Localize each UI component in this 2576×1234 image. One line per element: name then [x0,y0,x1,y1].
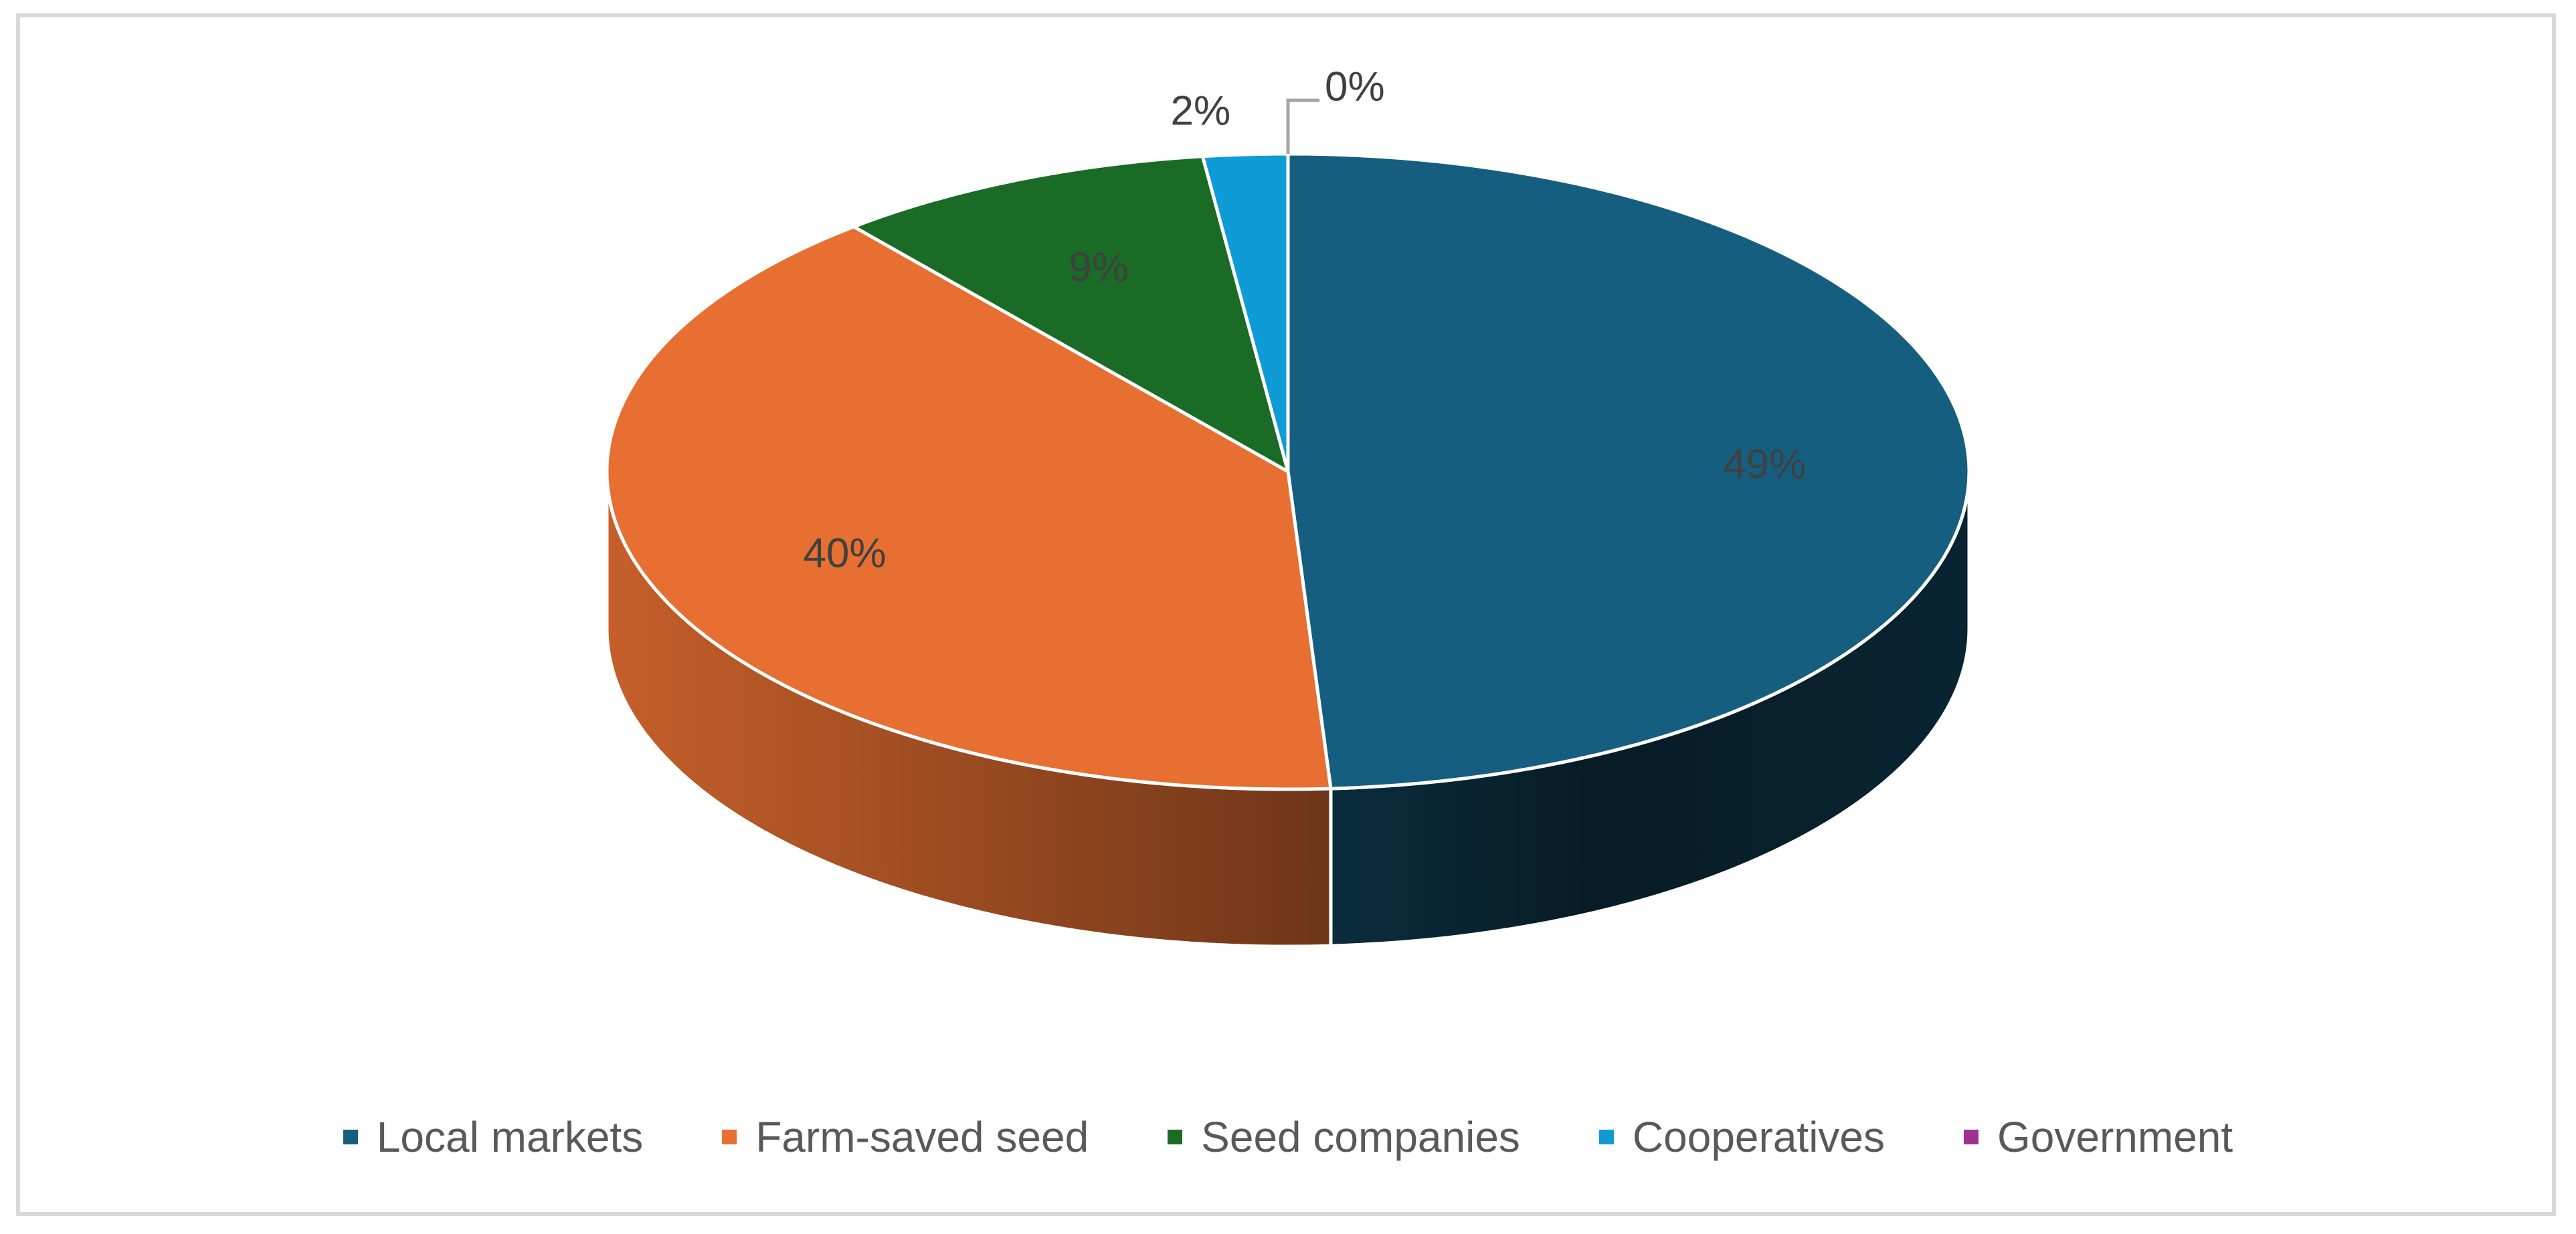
pie-top-layer [605,152,1971,791]
leader-line-government [1286,98,1319,154]
legend-swatch-government [1964,1130,1979,1144]
data-label-government: 0% [1325,64,1385,110]
legend-item-local-markets: Local markets [343,1112,643,1162]
legend-swatch-local-markets [343,1130,358,1144]
legend-item-seed-companies: Seed companies [1168,1112,1520,1162]
data-label-layer: 49% 40% 9% 2% 0% [803,64,1806,577]
legend-label-local-markets: Local markets [376,1113,644,1161]
pie-slice-seed-companies [852,155,1290,474]
pie-slice-farm-saved-seed [605,225,1333,791]
data-label-seed-companies: 9% [1069,244,1129,290]
legend-swatch-farm-saved-seed [722,1130,737,1144]
data-label-local-markets: 49% [1723,441,1806,488]
legend-label-government: Government [1997,1113,2233,1161]
legend-label-cooperatives: Cooperatives [1632,1113,1885,1161]
data-label-cooperatives: 2% [1170,88,1230,134]
legend-swatch-seed-companies [1168,1130,1183,1144]
legend-item-government: Government [1964,1112,2233,1162]
legend: Local markets Farm-saved seed Seed compani… [0,1110,2576,1164]
data-label-farm-saved-seed: 40% [803,530,886,577]
legend-swatch-cooperatives [1598,1130,1614,1144]
legend-item-cooperatives: Cooperatives [1598,1112,1885,1162]
pie-slice-local-markets [1286,152,1971,791]
legend-item-farm-saved-seed: Farm-saved seed [722,1112,1089,1162]
legend-label-farm-saved-seed: Farm-saved seed [755,1113,1089,1161]
legend-label-seed-companies: Seed companies [1201,1113,1520,1161]
